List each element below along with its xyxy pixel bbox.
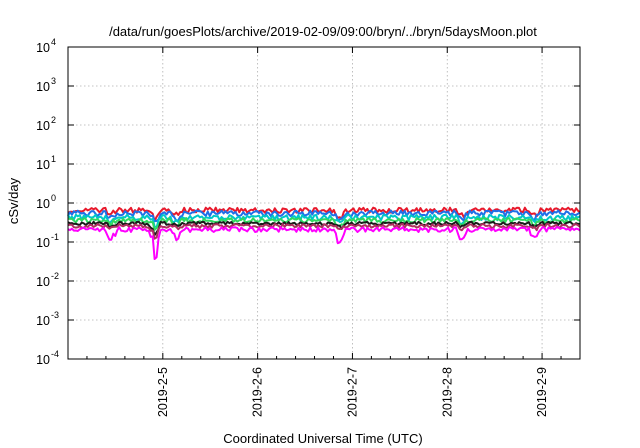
y-axis-label: cSv/day — [6, 177, 21, 224]
y-tick-exponent: -2 — [51, 271, 59, 281]
x-tick-label: 2019-2-8 — [440, 367, 454, 417]
y-tick-label: 10 — [36, 353, 50, 367]
x-tick-label: 2019-2-6 — [251, 367, 265, 417]
chart-title: /data/run/goesPlots/archive/2019-02-09/0… — [109, 24, 537, 39]
y-tick-exponent: 0 — [51, 193, 56, 203]
grid — [68, 47, 580, 359]
y-tick-exponent: 2 — [51, 115, 56, 125]
x-axis: 2019-2-5 2019-2-6 2019-2-7 2019-2-8 2019-2-9 — [86, 47, 581, 417]
series-line — [67, 223, 581, 240]
y-tick-label: 10 — [36, 236, 50, 250]
series-line — [67, 217, 581, 231]
x-axis-label: Coordinated Universal Time (UTC) — [223, 431, 422, 446]
y-tick-label: 10 — [36, 119, 50, 133]
y-tick-label: 10 — [36, 314, 50, 328]
y-tick-label: 10 — [36, 158, 50, 172]
x-tick-label: 2019-2-9 — [535, 367, 549, 417]
series-group — [67, 206, 581, 260]
y-tick-exponent: 4 — [51, 37, 56, 47]
y-tick-exponent: 3 — [51, 76, 56, 86]
y-tick-label: 10 — [36, 275, 50, 289]
y-tick-label: 10 — [36, 80, 50, 94]
series-line — [67, 209, 581, 223]
y-tick-label: 10 — [36, 197, 50, 211]
y-tick-exponent: -3 — [51, 310, 59, 320]
y-tick-exponent: -1 — [51, 232, 59, 242]
x-tick-label: 2019-2-5 — [156, 367, 170, 417]
y-tick-label: 10 — [36, 41, 50, 55]
series-line — [67, 226, 581, 260]
x-tick-label: 2019-2-7 — [345, 367, 359, 417]
y-tick-exponent: 1 — [51, 154, 56, 164]
y-tick-exponent: -4 — [51, 349, 59, 359]
